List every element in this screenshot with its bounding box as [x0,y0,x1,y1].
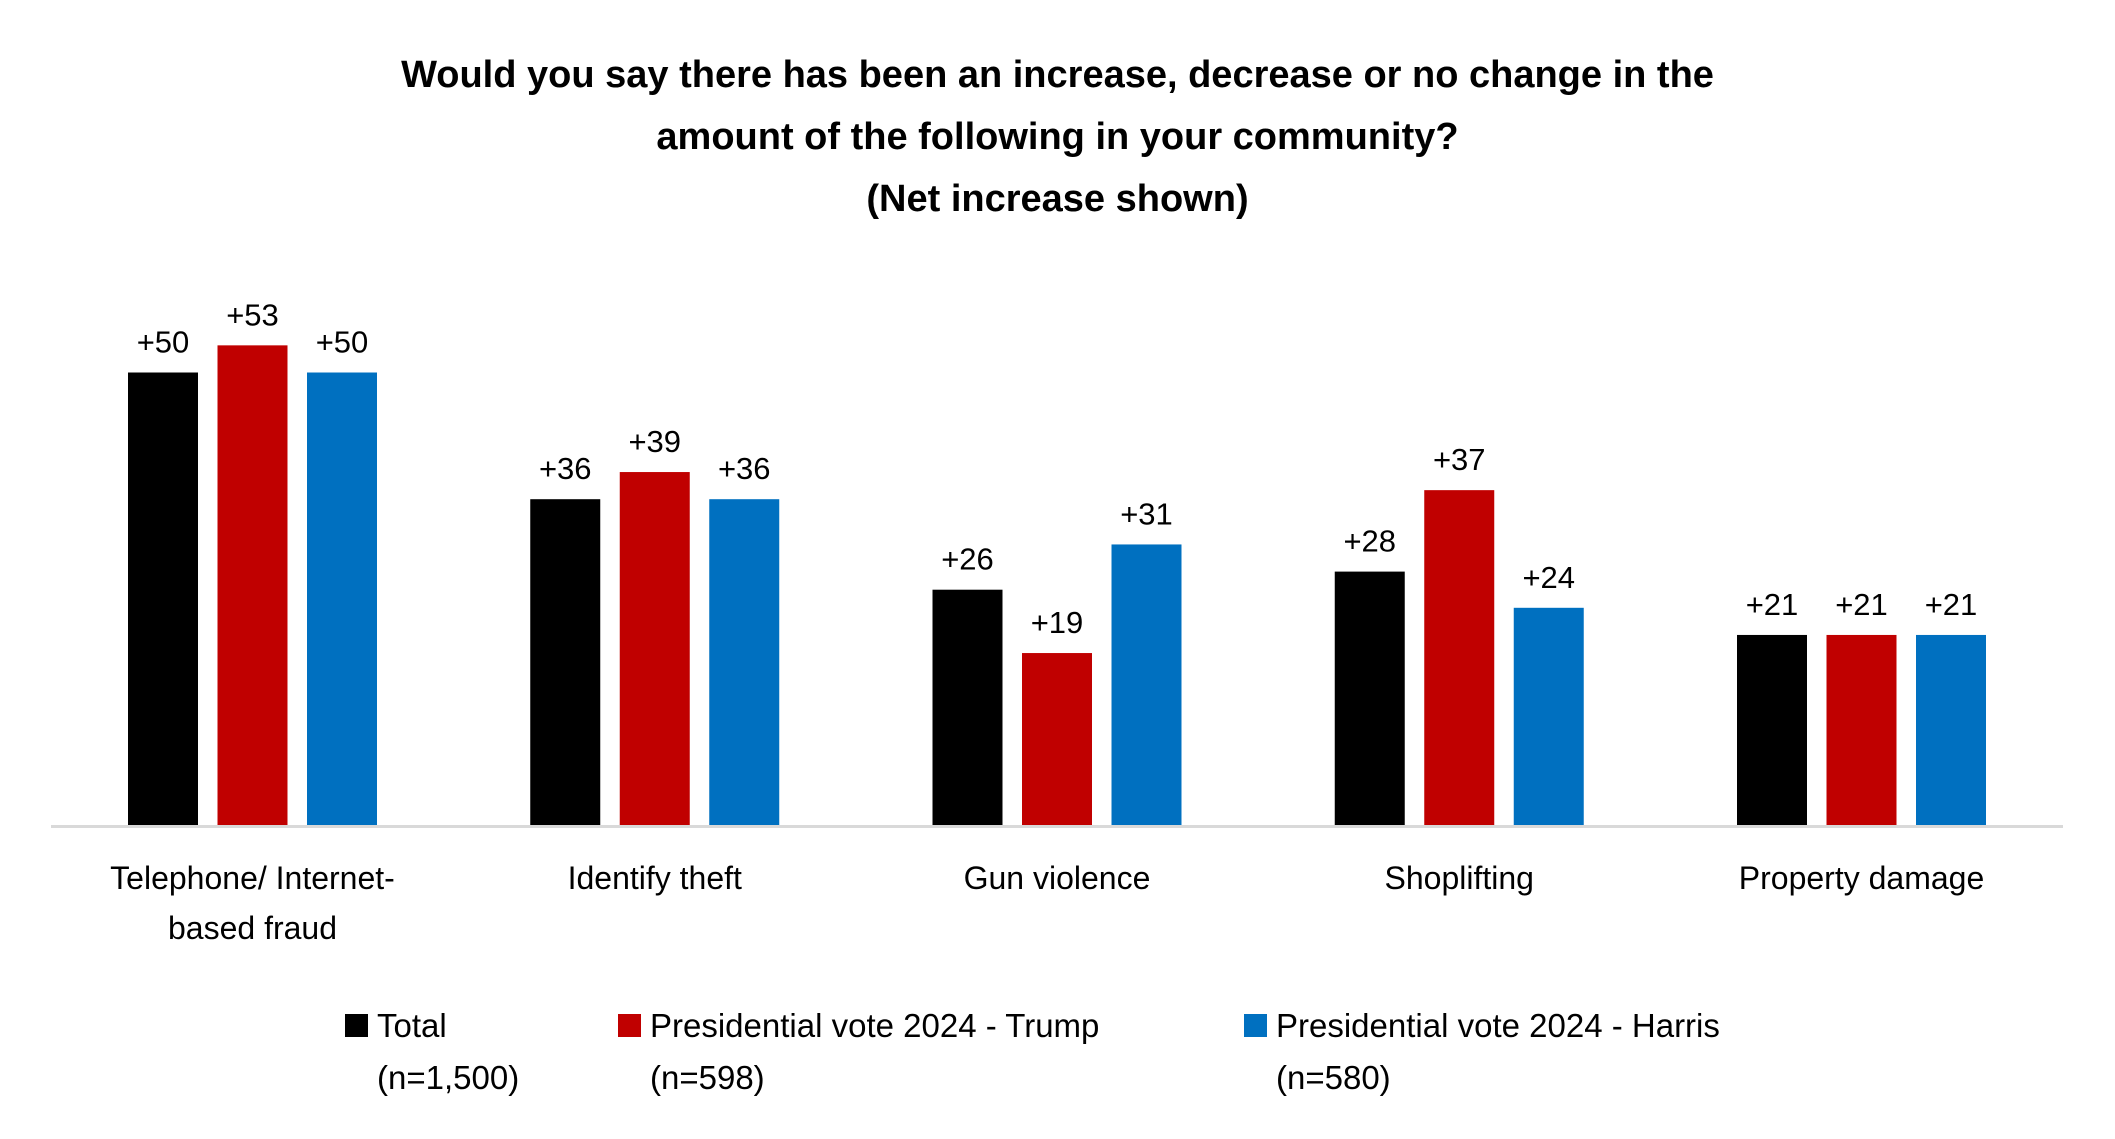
data-label: +26 [941,542,994,577]
bar-identify-theft-presidential-vote-2024-trump [619,472,690,825]
bar-property-damage-presidential-vote-2024-harris [1916,634,1986,825]
data-label: +19 [1031,605,1084,640]
bar-identify-theft-total [530,499,601,825]
bar-identify-theft-presidential-vote-2024-harris [709,499,780,825]
legend-sample-size: (n=1,500) [377,1059,520,1096]
legend-sample-size: (n=598) [650,1059,765,1096]
legend-swatch-harris [1244,1014,1267,1037]
legend-label-trump: Presidential vote 2024 - Trump (n=598) [650,1000,1099,1104]
category-label: Telephone/ Internet- [110,860,395,896]
bar-gun-violence-presidential-vote-2024-harris [1111,544,1182,825]
bar-shoplifting-total [1334,571,1405,825]
data-label: +24 [1522,560,1575,595]
bar-telephone-internet-based-fraud-total [128,372,198,825]
data-label: +36 [539,451,592,486]
data-label: +50 [316,325,369,360]
data-label: +31 [1120,496,1173,531]
data-label: +21 [1835,587,1888,622]
bar-property-damage-total [1737,634,1807,825]
data-label: +39 [628,424,681,459]
legend-label-total: Total (n=1,500) [377,1000,519,1104]
bar-gun-violence-presidential-vote-2024-trump [1022,653,1092,825]
legend-label-harris: Presidential vote 2024 - Harris (n=580) [1276,1000,1720,1104]
legend-series-name: Total [377,1007,447,1044]
legend-series-name: Presidential vote 2024 - Trump [650,1007,1100,1044]
chart-title: Would you say there has been an increase… [0,44,2115,230]
bar-telephone-internet-based-fraud-presidential-vote-2024-trump [217,345,288,825]
data-label: +21 [1925,587,1978,622]
legend-swatch-total [345,1014,368,1037]
data-label: +37 [1433,442,1486,477]
legend-swatch-trump [618,1014,641,1037]
bar-telephone-internet-based-fraud-presidential-vote-2024-harris [307,372,377,825]
category-label: Property damage [1739,860,1984,896]
category-label: Shoplifting [1385,860,1534,896]
category-label: based fraud [168,910,337,946]
bar-shoplifting-presidential-vote-2024-trump [1424,490,1495,825]
legend-sample-size: (n=580) [1276,1059,1391,1096]
chart-title-line-3: (Net increase shown) [866,178,1249,220]
data-labels-layer: +50 +53 +50 +36 +39 +36 +26 +19 +31 +28 +37 +24 +21 +… [137,297,1978,640]
bar-gun-violence-total [932,589,1003,825]
data-label: +50 [137,325,190,360]
data-label: +28 [1343,524,1396,559]
bar-shoplifting-presidential-vote-2024-harris [1513,607,1584,825]
category-label: Gun violence [964,860,1151,896]
data-label: +21 [1746,587,1799,622]
data-label: +36 [718,451,771,486]
chart-title-line-2: amount of the following in your communit… [656,116,1459,158]
bar-property-damage-presidential-vote-2024-trump [1826,634,1897,825]
category-labels-layer: Telephone/ Internet-based fraud Identify … [110,860,1984,946]
data-label: +53 [226,297,279,332]
chart-title-line-1: Would you say there has been an increase… [401,54,1714,96]
category-label: Identify theft [568,860,742,896]
bars-layer [128,345,1986,825]
legend-series-name: Presidential vote 2024 - Harris [1276,1007,1720,1044]
